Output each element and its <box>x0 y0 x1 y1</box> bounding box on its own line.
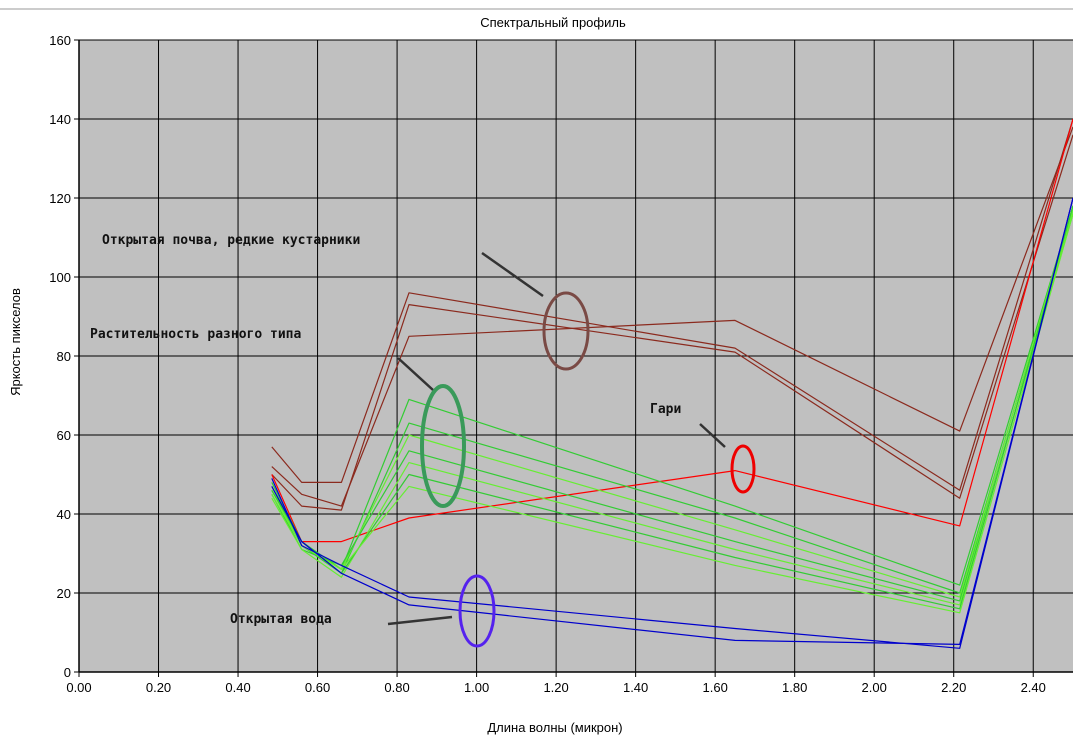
series-line-water-12 <box>271 197 1073 646</box>
y-tick-label: 120 <box>49 191 71 206</box>
series-line-soil-2 <box>271 134 1073 511</box>
annotation-burn-pointer <box>699 423 726 448</box>
y-tick-label: 20 <box>57 586 71 601</box>
y-axis-label: Яркость пикселов <box>8 288 23 396</box>
y-axis-ticks: 0 20 40 60 80 100 120 140 160 <box>49 33 79 680</box>
x-axis-label: Длина волны (микрон) <box>487 720 622 735</box>
annotation-vegetation-ellipse <box>420 384 466 508</box>
y-tick-label: 60 <box>57 428 71 443</box>
chart-title: Спектральный профиль <box>480 15 626 30</box>
series-line-soil-0 <box>271 118 1073 491</box>
annotation-soil-label: Открытая почва, редкие кустарники <box>102 233 360 248</box>
x-tick-label: 2.40 <box>1021 680 1046 695</box>
y-tick-label: 40 <box>57 507 71 522</box>
annotation-vegetation-label: Растительность разного типа <box>90 327 301 342</box>
x-tick-label: 1.80 <box>782 680 807 695</box>
annotation-burn-ellipse <box>730 444 756 494</box>
x-tick-label: 2.20 <box>941 680 966 695</box>
annotation-water-ellipse <box>458 574 496 648</box>
series-line-soil-1 <box>271 126 1073 507</box>
annotation-vegetation-pointer <box>397 357 434 391</box>
y-tick-label: 80 <box>57 349 71 364</box>
annotation-burn: Гари <box>650 402 756 494</box>
annotation-burn-label: Гари <box>650 402 681 417</box>
x-tick-label: 1.20 <box>543 680 568 695</box>
y-tick-label: 100 <box>49 270 71 285</box>
x-tick-label: 0.80 <box>384 680 409 695</box>
annotation-soil-ellipse <box>542 291 590 371</box>
annotation-soil-pointer <box>481 251 544 298</box>
series-line-veg-8 <box>271 209 1073 606</box>
x-tick-label: 0.40 <box>225 680 250 695</box>
x-tick-label: 2.00 <box>862 680 887 695</box>
annotation-water-label: Открытая вода <box>230 612 332 627</box>
grid <box>79 39 1073 672</box>
x-tick-label: 0.00 <box>66 680 91 695</box>
x-tick-label: 0.20 <box>146 680 171 695</box>
y-tick-label: 140 <box>49 112 71 127</box>
annotation-soil: Открытая почва, редкие кустарники <box>102 233 590 371</box>
series-line-water-11 <box>271 197 1073 649</box>
x-tick-label: 1.60 <box>703 680 728 695</box>
series-group <box>271 118 1073 649</box>
annotation-water-pointer <box>387 615 453 626</box>
annotation-vegetation: Растительность разного типа <box>90 327 466 508</box>
x-tick-label: 1.40 <box>623 680 648 695</box>
y-tick-label: 160 <box>49 33 71 48</box>
y-tick-label: 0 <box>64 665 71 680</box>
x-tick-label: 0.60 <box>305 680 330 695</box>
x-axis-ticks: 0.00 0.20 0.40 0.60 0.80 1.00 1.20 1.40 1.60 1.80… <box>66 672 1046 695</box>
x-tick-label: 1.00 <box>464 680 489 695</box>
annotation-water: Открытая вода <box>230 574 496 648</box>
